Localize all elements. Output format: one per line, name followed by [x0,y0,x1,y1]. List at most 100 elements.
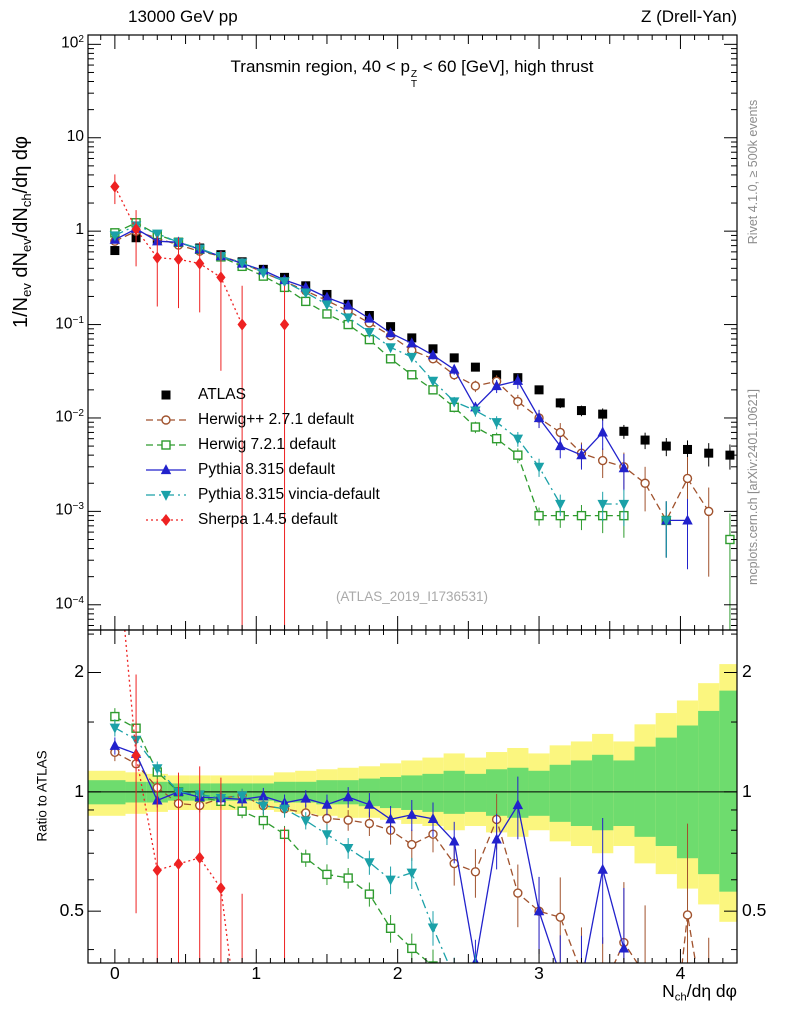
atlas-marker [161,390,171,399]
herwig-2-7-1-default-marker [322,813,332,824]
y-tick-label-ratio-left: 1 [74,780,84,801]
pythia-8-315-vincia-default-marker [661,516,672,527]
pythia-8-315-default-marker [618,942,630,953]
pythia-8-315-default-marker [109,739,121,750]
y-tick-label-main: 10−3 [55,501,84,519]
herwig-2-7-1-default-marker [470,867,481,877]
pythia-8-315-default-marker [427,349,439,360]
sherpa-1-4-5-default-marker [279,318,290,331]
pythia-8-315-default-marker [491,833,502,844]
pythia-8-315-default-marker [533,412,545,423]
y-tick-label-main: 10−1 [55,314,84,333]
pythia-8-315-default-marker [618,462,630,473]
herwig-7-2-1-default-marker [385,923,396,933]
green-band [698,710,720,875]
sherpa-1-4-5-default-marker [281,987,289,997]
pythia-8-315-default-marker [448,363,460,374]
herwig-2-7-1-default-marker [641,971,649,979]
pythia-8-315-vincia-default-marker [236,791,248,802]
legend-item: Pythia 8.315 vincia-default [143,482,380,507]
pythia-8-315-default-marker [427,813,439,823]
x-tick-label: 4 [675,963,686,983]
main-panel-frame [87,34,738,631]
pythia-8-315-default-marker [406,337,418,348]
sherpa-1-4-5-default-marker [173,253,184,266]
y-tick-label-main: 102 [61,34,84,52]
green-band [401,775,423,810]
pythia-8-315-vincia-default-marker [342,843,354,854]
pythia-8-315-default-marker [597,426,608,437]
atlas-marker [683,444,693,454]
pythia-8-315-vincia-default-marker [492,990,501,998]
y-tick-label-ratio-right: 1 [742,780,752,801]
pythia-8-315-vincia-default-marker [427,923,439,934]
herwig-7-2-1-default-marker [322,309,332,319]
sherpa-1-4-5-default-marker [111,515,119,525]
pythia-8-315-default-marker [576,449,587,460]
herwig-2-7-1-default-marker [640,478,650,488]
pythia-8-315-vincia-default-marker [258,801,269,812]
herwig-7-2-1-default-marker [534,510,544,521]
y-tick-label-main: 1 [75,221,84,239]
pythia-8-315-default-marker [577,976,586,984]
sherpa-1-4-5-default-marker [152,864,162,877]
herwig-7-2-1-default-marker [364,889,375,899]
pythia-8-315-vincia-default-marker [450,973,459,981]
pythia-8-315-default-marker [682,514,693,525]
green-band [528,770,550,816]
pythia-8-315-vincia-default-marker [364,858,375,869]
y-axis-title-ratio: Ratio to ATLAS [34,750,50,842]
pythia-8-315-vincia-default-marker [618,499,630,510]
herwig-2-7-1-default-marker [555,427,565,438]
atlas-marker [576,406,586,416]
y-tick-label-ratio-left: 0.5 [59,900,84,921]
mcplots-reference-note: mcplots.cern.ch [arXiv:2401.10621] [746,389,760,585]
pythia-8-315-vincia-default-marker [300,816,311,827]
sherpa-1-4-5-default-marker [131,223,141,236]
pythia-8-315-default-marker [385,327,396,338]
herwig-7-2-1-default-marker [407,370,417,380]
herwig-7-2-1-default-marker [576,510,587,521]
y-tick-label-main: 10−4 [55,594,84,613]
herwig-2-7-1-default-marker [470,381,481,391]
y-axis-title-main: 1/Nev dNev/dNch/dη dφ [10,135,34,329]
pythia-8-315-vincia-default-marker [109,231,121,242]
sherpa-1-4-5-default-marker [216,271,226,284]
atlas-marker [470,362,480,372]
pythia-8-315-vincia-default-marker [448,397,460,408]
legend-item: Sherpa 1.4.5 default [143,507,380,532]
herwig-2-7-1-default-marker [682,473,693,484]
analysis-watermark: (ATLAS_2019_I1736531) [335,589,489,604]
legend-marker-icon [146,414,186,425]
y-tick-label-main: 10−2 [55,407,84,426]
herwig-7-2-1-default-marker [491,433,502,444]
pythia-8-315-vincia-default-marker [385,343,396,354]
pythia-8-315-vincia-default-marker [385,875,396,886]
herwig-2-7-1-default-marker [513,888,523,898]
pythia-8-315-default-marker [342,791,354,802]
sherpa-1-4-5-default-marker [195,257,205,270]
herwig-7-2-1-default-marker [450,998,458,1006]
herwig-7-2-1-default-marker [407,943,417,954]
herwig-2-7-1-default-marker [407,839,417,850]
pythia-8-315-vincia-default-marker [427,376,439,387]
pythia-8-315-vincia-default-marker [533,462,545,473]
x-tick-label: 3 [534,963,544,983]
pythia-8-315-vincia-default-marker [555,499,566,510]
pythia-8-315-vincia-default-marker [160,490,172,501]
herwig-2-7-1-default-marker [682,910,693,920]
legend-item: Herwig 7.2.1 default [143,432,380,457]
herwig-7-2-1-default-marker [301,853,311,863]
green-band [486,769,508,816]
atlas-marker [661,441,671,451]
pythia-8-315-vincia-default-marker [321,300,333,311]
herwig-2-7-1-default-marker [343,815,353,825]
green-band [422,773,444,812]
pythia-8-315-vincia-default-marker [512,434,524,445]
sherpa-1-4-5-default-marker [110,180,120,193]
herwig-2-7-1-default-marker [704,506,714,517]
legend-label: Herwig 7.2.1 default [198,435,336,453]
herwig-7-2-1-default-marker [301,296,311,307]
legend-item: Pythia 8.315 default [143,457,380,482]
